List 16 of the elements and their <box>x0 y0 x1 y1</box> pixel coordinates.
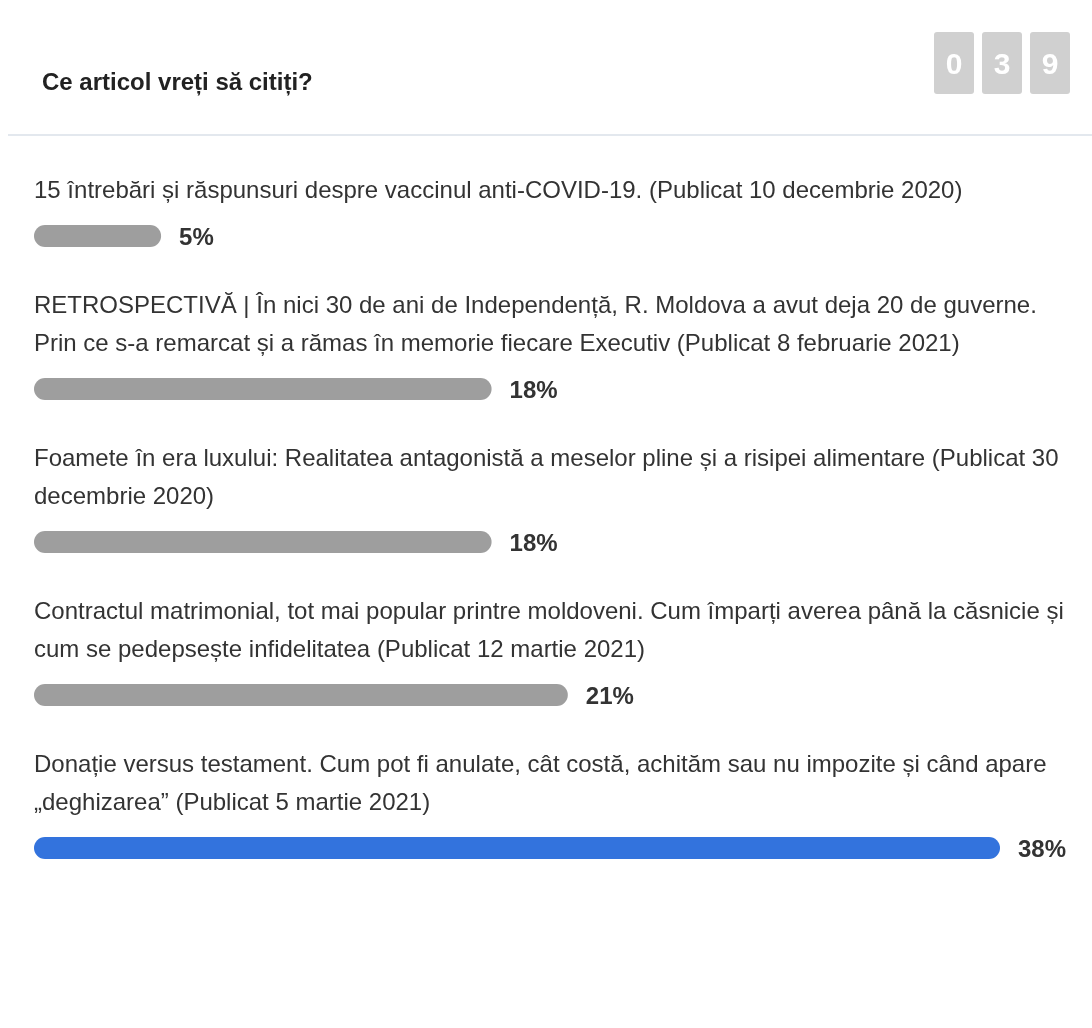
bar <box>34 684 568 706</box>
y-tick-label: 15 întrebări și răspunsuri despre vaccinul anti-COVID-19. (Publicat 10 decembrie 2020) <box>34 176 963 203</box>
bar <box>34 225 162 247</box>
y-tick-label: Foamete în era luxului: Realitatea antagonistă a meselor pline și a risipei alimentare (Publicat 30 decembrie 2020) <box>34 444 1059 509</box>
data-label: 18% <box>509 529 558 556</box>
chart-title: Ce articol vreți să citiți? <box>42 68 313 96</box>
bar <box>34 837 1000 859</box>
data-label: 21% <box>585 682 634 709</box>
y-tick-label: RETROSPECTIVĂ | În nici 30 de ani de Independență, R. Moldova a avut deja 20 de guverne. Prin ce s-a remarcat și a rămas în memorie fiecare Executiv (Publicat 8 februarie 2021) <box>34 291 1037 356</box>
data-label: 18% <box>509 376 558 403</box>
data-label: 38% <box>1018 835 1067 862</box>
y-tick-label: Donație versus testament. Cum pot fi anulate, cât costă, achităm sau nu impozite și când apare „deghizarea” (Publicat 5 martie 2021) <box>34 750 1047 815</box>
bar <box>34 531 492 553</box>
data-label: 5% <box>179 223 214 250</box>
y-tick-label: Contractul matrimonial, tot mai popular printre moldoveni. Cum împarți averea până la căsnicie și cum se pedepsește infidelitatea (Publicat 12 martie 2021) <box>34 597 1064 662</box>
bar <box>34 378 492 400</box>
